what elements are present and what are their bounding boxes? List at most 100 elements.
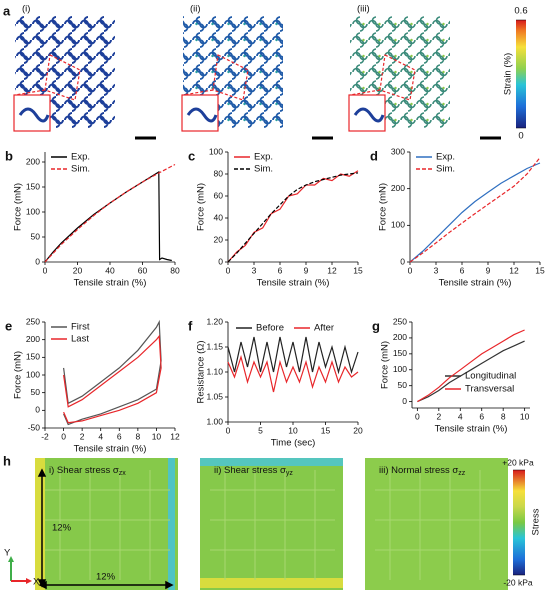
stress-grid <box>45 470 500 580</box>
stress-edge <box>200 578 343 588</box>
y-tick-label: 0 <box>400 256 405 266</box>
x-tick-label: 15 <box>353 265 363 275</box>
x-tick-label: 9 <box>304 265 309 275</box>
stress-map <box>365 458 508 590</box>
y-tick-label: 50 <box>31 387 41 397</box>
colorbar-tick-label: +20 kPa <box>502 457 534 467</box>
x-tick-label: 12 <box>509 265 519 275</box>
y-tick-label: 100 <box>393 364 407 374</box>
x-tick-label: 0 <box>226 425 231 435</box>
series-line <box>227 336 359 375</box>
stress-edge <box>200 458 343 466</box>
y-tick-label: 100 <box>26 206 40 216</box>
axis-icon <box>8 556 32 584</box>
panel-letter: f <box>188 318 193 333</box>
image-label: (iii) <box>357 4 370 15</box>
x-tick-label: 2 <box>80 431 85 441</box>
y-tick-label: 1.05 <box>206 391 223 401</box>
y-tick-label: 0 <box>402 396 407 406</box>
y-tick-label: 0 <box>218 256 223 266</box>
map-label: i) Shear stress σzx <box>49 465 126 477</box>
x-tick-label: 8 <box>501 411 506 421</box>
y-tick-label: 200 <box>393 332 407 342</box>
series-line <box>63 319 162 426</box>
y-tick-label: 250 <box>393 316 407 326</box>
series-line <box>63 334 162 424</box>
x-tick-label: 0 <box>43 265 48 275</box>
axis-icon-label: Y <box>4 548 11 559</box>
series-line <box>44 170 172 263</box>
stress-map <box>35 458 178 590</box>
dimension-label: 12% <box>52 523 72 534</box>
colorbar-title: Stress <box>531 508 542 535</box>
y-tick-label: 200 <box>26 156 40 166</box>
legend-label: Before <box>256 323 284 334</box>
panel-letter: e <box>5 318 12 333</box>
panel-letter: c <box>188 148 195 163</box>
colorbar-tick-label: 0 <box>518 131 523 142</box>
legend-label: After <box>314 323 334 334</box>
panel-a <box>13 16 526 140</box>
series-line <box>44 163 176 263</box>
series-line <box>409 162 541 263</box>
dimension-label: 12% <box>96 572 116 583</box>
y-tick-label: 150 <box>26 352 40 362</box>
panel-letter: b <box>5 148 13 163</box>
y-axis-label: Force (mN) <box>378 183 389 231</box>
y-tick-label: 1.10 <box>206 366 223 376</box>
colorbar-tick-label: 0.6 <box>514 6 527 17</box>
series-line <box>417 329 525 403</box>
x-axis-label: Tensile strain (%) <box>74 444 147 455</box>
y-tick-label: 100 <box>209 146 223 156</box>
legend-label: First <box>71 322 90 333</box>
y-tick-label: 1.15 <box>206 341 223 351</box>
colorbar <box>513 470 525 575</box>
legend-label: Sim. <box>71 164 90 175</box>
series-line <box>409 157 541 263</box>
legend-label: Exp. <box>436 152 455 163</box>
y-tick-label: 100 <box>26 369 40 379</box>
image-label: (ii) <box>190 4 201 15</box>
panel-letter: h <box>3 453 11 468</box>
legend-label: Exp. <box>254 152 273 163</box>
legend-label: Sim. <box>254 164 273 175</box>
x-tick-label: 0 <box>415 411 420 421</box>
y-axis-label: Force (mN) <box>196 183 207 231</box>
axis-icon-label: X <box>33 577 40 588</box>
series-line <box>417 340 525 403</box>
x-tick-label: 10 <box>152 431 162 441</box>
colorbar-tick-label: -20 kPa <box>503 577 533 587</box>
map-label-subscript: yz <box>286 470 294 477</box>
stress-map <box>200 458 343 590</box>
y-tick-label: 60 <box>214 190 224 200</box>
x-tick-label: 6 <box>278 265 283 275</box>
stress-edge <box>35 458 45 590</box>
panel-letter: g <box>372 318 380 333</box>
panel-h <box>8 458 525 590</box>
x-tick-label: 12 <box>170 431 180 441</box>
y-axis-label: Force (mN) <box>13 351 24 399</box>
map-label-text: ii) Shear stress σ <box>214 465 286 476</box>
y-tick-label: 1.00 <box>206 416 223 426</box>
y-tick-label: 1.20 <box>206 316 223 326</box>
x-tick-label: 3 <box>252 265 257 275</box>
y-tick-label: 50 <box>31 231 41 241</box>
stress-edge <box>168 458 175 590</box>
colorbar-title: Strain (%) <box>503 53 514 95</box>
x-tick-label: 8 <box>135 431 140 441</box>
y-tick-label: 150 <box>26 181 40 191</box>
y-tick-label: 300 <box>391 146 405 156</box>
map-label: iii) Normal stress σzz <box>379 465 466 477</box>
x-tick-label: 60 <box>138 265 148 275</box>
y-axis-label: Resistance (Ω) <box>196 340 207 403</box>
x-tick-label: 4 <box>98 431 103 441</box>
x-tick-label: 12 <box>327 265 337 275</box>
panel-letter: a <box>3 3 11 18</box>
colorbar <box>516 20 526 128</box>
x-tick-label: 6 <box>460 265 465 275</box>
y-axis-label: Force (mN) <box>13 183 24 231</box>
dimension-arrows <box>37 468 174 590</box>
x-tick-label: 5 <box>258 425 263 435</box>
map-label: ii) Shear stress σyz <box>214 465 293 477</box>
